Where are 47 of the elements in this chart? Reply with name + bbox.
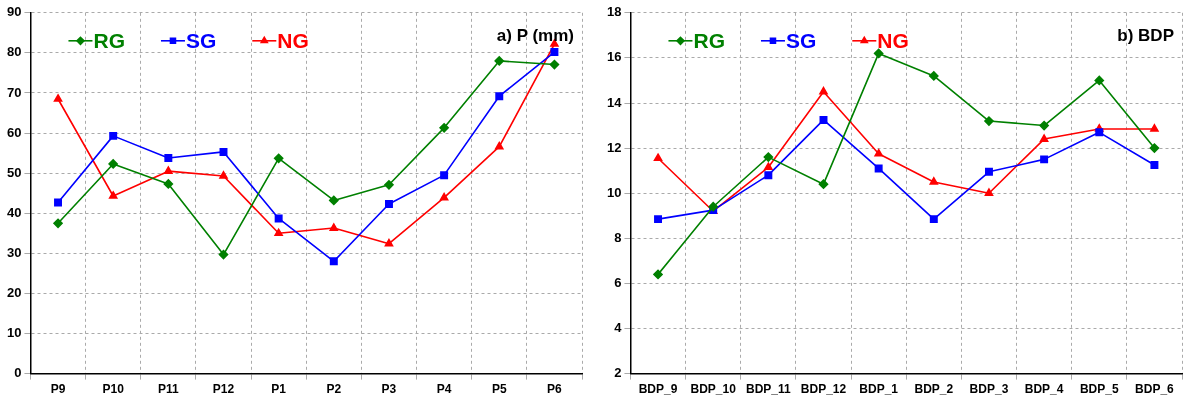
y-tick-label: 60 bbox=[6, 124, 22, 140]
x-tick-label: P9 bbox=[50, 382, 66, 397]
x-tick-label: P11 bbox=[157, 382, 180, 397]
x-tick-label: BDP_10 bbox=[690, 382, 737, 397]
x-tick-label: P6 bbox=[547, 382, 563, 397]
legend-label: RG bbox=[693, 28, 725, 52]
x-tick-label: BDP_1 bbox=[859, 382, 899, 397]
y-tick-label: 70 bbox=[6, 84, 22, 100]
x-tick-label: BDP_9 bbox=[638, 382, 678, 397]
y-tick-label: 10 bbox=[6, 325, 22, 341]
y-tick-label: 2 bbox=[614, 365, 622, 381]
legend-label: SG bbox=[185, 28, 217, 52]
y-tick-label: 16 bbox=[606, 49, 622, 65]
y-tick-label: 6 bbox=[614, 274, 622, 290]
y-tick-label: 80 bbox=[6, 44, 22, 60]
x-tick-label: P12 bbox=[212, 382, 235, 397]
legend-label: SG bbox=[785, 28, 817, 52]
x-tick-label: BDP_4 bbox=[1024, 382, 1064, 397]
y-tick-label: 50 bbox=[6, 164, 22, 180]
y-tick-label: 40 bbox=[6, 204, 22, 220]
y-tick-label: 14 bbox=[606, 94, 623, 110]
y-tick-label: 18 bbox=[606, 4, 622, 20]
y-tick-label: 30 bbox=[6, 244, 22, 260]
y-tick-label: 8 bbox=[614, 229, 622, 245]
x-tick-label: P1 bbox=[271, 382, 287, 397]
y-tick-label: 0 bbox=[14, 365, 22, 381]
legend-label: NG bbox=[877, 28, 909, 52]
legend-label: RG bbox=[93, 28, 125, 52]
text: a) P (mm) bbox=[496, 26, 574, 46]
x-tick-label: BDP_12 bbox=[800, 382, 847, 397]
text: b) BDP bbox=[1117, 26, 1174, 46]
x-tick-label: P3 bbox=[381, 382, 397, 397]
x-tick-label: BDP_6 bbox=[1135, 382, 1175, 397]
x-tick-label: P4 bbox=[436, 382, 452, 397]
x-tick-label: BDP_2 bbox=[914, 382, 954, 397]
y-tick-label: 4 bbox=[614, 320, 623, 336]
x-tick-label: P5 bbox=[491, 382, 507, 397]
x-tick-label: BDP_5 bbox=[1079, 382, 1119, 397]
y-tick-label: 20 bbox=[6, 285, 22, 300]
x-tick-label: BDP_11 bbox=[745, 382, 792, 397]
x-tick-label: BDP_3 bbox=[969, 382, 1009, 397]
y-tick-label: 12 bbox=[606, 139, 622, 155]
y-tick-label: 10 bbox=[606, 184, 622, 200]
y-tick-label: 90 bbox=[6, 4, 22, 20]
x-tick-label: P2 bbox=[326, 382, 342, 397]
x-tick-label: P10 bbox=[102, 382, 125, 397]
legend-label: NG bbox=[277, 28, 309, 52]
